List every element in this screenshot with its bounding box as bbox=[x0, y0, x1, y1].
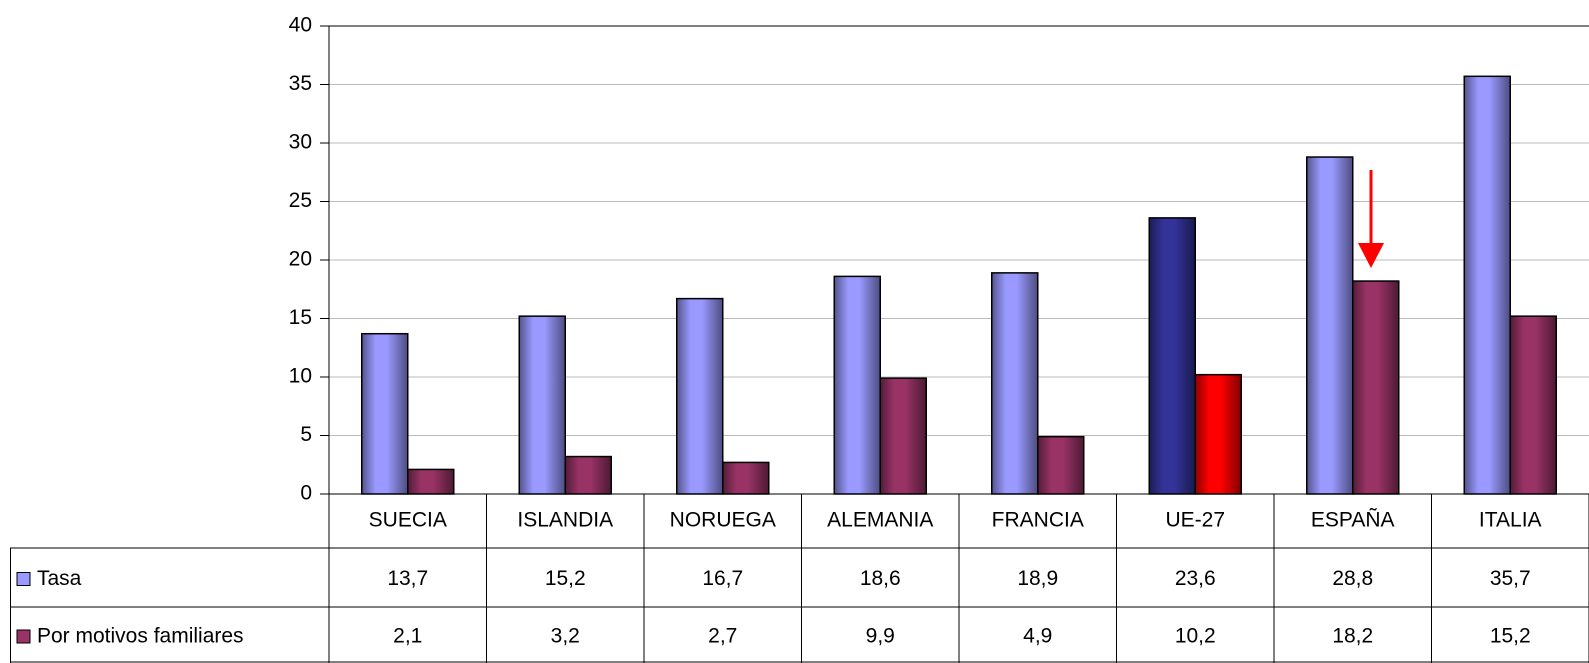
y-tick-label: 0 bbox=[300, 482, 312, 505]
bar bbox=[991, 272, 1039, 495]
annotation-arrow bbox=[1358, 170, 1384, 268]
y-tick-label: 10 bbox=[289, 365, 312, 388]
table-value: 4,9 bbox=[1023, 625, 1052, 648]
bar bbox=[1352, 280, 1400, 495]
table-value: 18,6 bbox=[860, 567, 901, 590]
legend-swatch bbox=[16, 572, 31, 586]
legend-swatch bbox=[16, 629, 31, 644]
table-value: 15,2 bbox=[545, 567, 586, 590]
x-tick-label: ESPAÑA bbox=[1311, 508, 1395, 532]
bar bbox=[1509, 315, 1557, 495]
x-tick-label: FRANCIA bbox=[992, 509, 1084, 532]
x-tick-label: SUECIA bbox=[369, 509, 447, 532]
x-tick-label: ALEMANIA bbox=[827, 509, 933, 532]
table-value: 18,2 bbox=[1332, 625, 1373, 648]
y-tick-label: 40 bbox=[289, 14, 312, 37]
table-value: 18,9 bbox=[1017, 567, 1058, 590]
bar bbox=[564, 455, 612, 495]
bar bbox=[407, 468, 455, 495]
table-value: 28,8 bbox=[1332, 567, 1373, 590]
y-tick-label: 15 bbox=[289, 306, 312, 329]
x-tick-label: UE-27 bbox=[1165, 509, 1225, 532]
x-tick-label: ITALIA bbox=[1479, 509, 1542, 532]
legend-label: Por motivos familiares bbox=[37, 625, 244, 648]
bar bbox=[1194, 373, 1242, 495]
bar bbox=[1306, 156, 1354, 495]
table-value: 16,7 bbox=[702, 567, 743, 590]
table-value: 3,2 bbox=[551, 625, 580, 648]
table-value: 15,2 bbox=[1490, 625, 1531, 648]
y-tick-label: 25 bbox=[289, 189, 312, 212]
bar bbox=[361, 332, 409, 495]
table-value: 9,9 bbox=[866, 625, 895, 648]
bar bbox=[1037, 435, 1085, 495]
bar bbox=[518, 315, 566, 495]
table-value: 35,7 bbox=[1490, 567, 1531, 590]
bar bbox=[833, 275, 881, 495]
legend-label: Tasa bbox=[37, 567, 82, 590]
x-tick-label: ISLANDIA bbox=[517, 509, 613, 532]
table-value: 2,1 bbox=[393, 625, 422, 648]
y-tick-label: 20 bbox=[289, 248, 312, 271]
table-value: 2,7 bbox=[708, 625, 737, 648]
y-tick-label: 30 bbox=[289, 131, 312, 154]
table-value: 13,7 bbox=[387, 567, 428, 590]
bar bbox=[1463, 75, 1511, 495]
x-tick-label: NORUEGA bbox=[670, 509, 776, 532]
bar bbox=[676, 297, 724, 495]
table-value: 23,6 bbox=[1175, 567, 1216, 590]
bar bbox=[722, 461, 770, 495]
y-tick-label: 35 bbox=[289, 72, 312, 95]
bar bbox=[879, 377, 927, 495]
bar bbox=[1148, 217, 1196, 495]
table-value: 10,2 bbox=[1175, 625, 1216, 648]
y-tick-label: 5 bbox=[300, 423, 312, 446]
